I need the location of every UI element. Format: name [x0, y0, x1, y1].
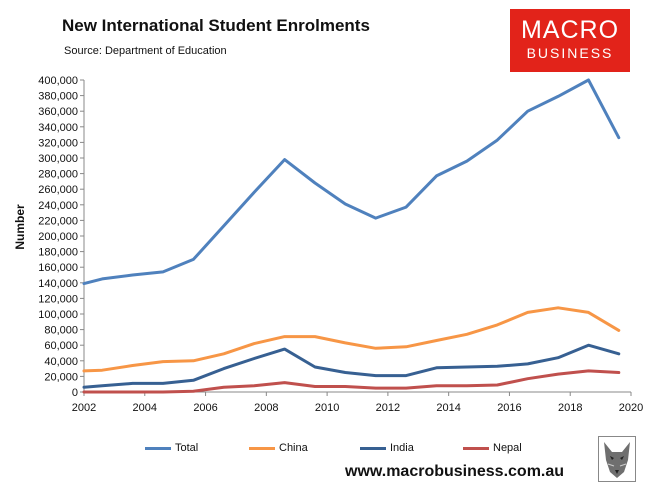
y-tick-label: 140,000	[38, 278, 78, 290]
y-tick-label: 360,000	[38, 106, 78, 118]
chart-axes: 0 20,000 40,000 60,000 80,000 100,000 120,000 1…	[38, 75, 643, 414]
legend-label: India	[390, 442, 414, 454]
x-tick-label: 2016	[497, 402, 521, 414]
chart-title: New International Student Enrolments	[62, 16, 370, 35]
series-line-india	[82, 343, 621, 389]
x-tick-label: 2006	[193, 402, 217, 414]
y-tick-label: 0	[72, 387, 78, 399]
y-tick-label: 380,000	[38, 91, 78, 103]
y-tick-label: 40,000	[44, 356, 78, 368]
legend-item-china: China	[249, 442, 308, 454]
legend-item-india: India	[360, 442, 414, 454]
x-tick-label: 2012	[376, 402, 400, 414]
x-tick-label: 2002	[72, 402, 96, 414]
y-tick-label: 260,000	[38, 184, 78, 196]
legend-label: China	[279, 442, 308, 454]
series-line-total	[82, 78, 621, 286]
y-tick-label: 200,000	[38, 231, 78, 243]
legend-swatch	[249, 446, 275, 450]
legend-label: Nepal	[493, 442, 522, 454]
legend-label: Total	[175, 442, 199, 454]
logo-line-2: BUSINESS	[526, 45, 614, 61]
x-tick-label: 2008	[254, 402, 278, 414]
y-tick-label: 100,000	[38, 309, 78, 321]
y-tick-label: 180,000	[38, 247, 78, 259]
logo-line-1: MACRO	[520, 16, 620, 44]
website-url: www.macrobusiness.com.au	[345, 463, 565, 480]
x-tick-label: 2010	[315, 402, 339, 414]
series-layer	[82, 78, 621, 394]
y-tick-label: 280,000	[38, 169, 78, 181]
legend-item-nepal: Nepal	[463, 442, 522, 454]
x-tick-label: 2018	[558, 402, 582, 414]
legend-swatch	[145, 446, 171, 450]
macrobusiness-logo: MACRO BUSINESS	[510, 9, 630, 72]
legend-swatch	[360, 446, 386, 450]
y-tick-label: 20,000	[44, 371, 78, 383]
legend-swatch	[463, 446, 489, 450]
x-tick-label: 2004	[133, 402, 157, 414]
legend-item-total: Total	[145, 442, 198, 454]
wolf-icon	[598, 436, 636, 482]
y-tick-label: 80,000	[44, 325, 78, 337]
y-tick-label: 400,000	[38, 75, 78, 87]
y-tick-label: 240,000	[38, 200, 78, 212]
y-tick-label: 60,000	[44, 340, 78, 352]
line-chart: 0 20,000 40,000 60,000 80,000 100,000 120,000 1…	[38, 75, 643, 414]
y-tick-label: 340,000	[38, 122, 78, 134]
y-tick-label: 320,000	[38, 137, 78, 149]
series-line-nepal	[82, 369, 621, 394]
y-tick-label: 300,000	[38, 153, 78, 165]
x-tick-label: 2014	[436, 402, 460, 414]
chart-source: Source: Department of Education	[64, 45, 227, 57]
series-line-china	[82, 306, 621, 373]
y-tick-label: 160,000	[38, 262, 78, 274]
y-tick-label: 220,000	[38, 215, 78, 227]
x-tick-label: 2020	[619, 402, 643, 414]
y-tick-label: 120,000	[38, 293, 78, 305]
